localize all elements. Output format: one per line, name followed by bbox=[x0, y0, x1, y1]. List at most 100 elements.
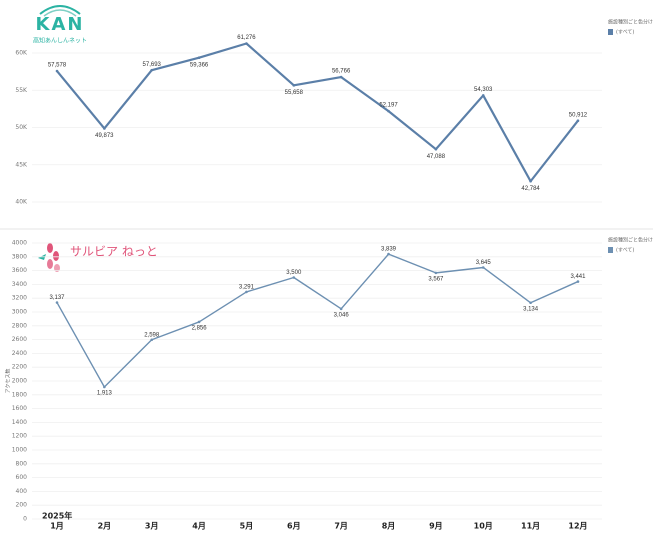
data-label: 3,441 bbox=[570, 274, 586, 280]
point bbox=[339, 307, 343, 311]
x-tick-label: 5月 bbox=[240, 522, 254, 531]
legend-item: (すべて) bbox=[616, 248, 634, 254]
legend-swatch bbox=[608, 29, 613, 35]
y-tick-label: 2000 bbox=[12, 378, 27, 385]
data-label: 3,645 bbox=[476, 260, 492, 266]
y-tick-label: 1000 bbox=[12, 447, 27, 454]
y-tick-label: 1600 bbox=[12, 405, 27, 412]
point bbox=[339, 75, 343, 79]
data-label: 3,839 bbox=[381, 247, 397, 253]
x-tick-label: 2月 bbox=[98, 522, 112, 531]
y-tick-label: 3200 bbox=[12, 295, 27, 302]
x-tick-label: 3月 bbox=[145, 522, 159, 531]
x-tick-label: 10月 bbox=[474, 522, 493, 531]
data-label: 47,088 bbox=[427, 154, 446, 160]
y-tick-label: 1200 bbox=[12, 433, 27, 440]
point bbox=[387, 109, 390, 113]
point bbox=[529, 301, 532, 305]
point bbox=[150, 68, 154, 72]
y-tick-label: 3800 bbox=[12, 253, 27, 260]
data-label: 49,873 bbox=[95, 133, 114, 139]
y-tick-label: 800 bbox=[16, 460, 28, 467]
legend-title: 施設種別ごと色分け bbox=[608, 237, 653, 244]
y-tick-label: 3600 bbox=[12, 267, 27, 274]
x-tick-label: 11月 bbox=[521, 522, 540, 531]
y-tick-label: 2400 bbox=[12, 350, 27, 357]
point bbox=[434, 271, 438, 275]
data-label: 3,134 bbox=[523, 306, 539, 312]
data-label: 50,912 bbox=[569, 112, 588, 118]
y-tick-label: 600 bbox=[16, 474, 28, 481]
y-tick-label: 200 bbox=[16, 502, 28, 509]
x-tick-label: 4月 bbox=[192, 522, 206, 531]
point bbox=[197, 56, 201, 60]
point bbox=[434, 147, 438, 151]
point bbox=[292, 276, 296, 279]
x-tick-label: 6月 bbox=[287, 522, 301, 531]
logo-subtitle: 高知あんしんネット bbox=[33, 37, 87, 45]
point bbox=[481, 94, 485, 97]
x-tick-label: 1月 bbox=[50, 522, 64, 531]
point bbox=[481, 266, 485, 269]
y-tick-label: 3000 bbox=[12, 309, 27, 316]
y-tick-label: 400 bbox=[16, 488, 28, 495]
data-label: 3,291 bbox=[239, 284, 255, 290]
y-tick-label: 40K bbox=[15, 199, 28, 206]
x-tick-label: 8月 bbox=[382, 522, 396, 531]
data-label: 3,137 bbox=[49, 295, 65, 301]
point bbox=[529, 179, 532, 183]
data-label: 57,578 bbox=[48, 63, 67, 69]
y-tick-label: 2200 bbox=[12, 364, 27, 371]
x-tick-label: 7月 bbox=[334, 522, 348, 531]
data-label: 55,658 bbox=[285, 90, 304, 96]
data-label: 3,046 bbox=[334, 312, 350, 318]
data-label: 2,598 bbox=[144, 332, 160, 338]
y-tick-label: 60K bbox=[15, 50, 28, 57]
y-tick-label: 2800 bbox=[12, 322, 27, 329]
point bbox=[55, 69, 59, 73]
point bbox=[387, 252, 390, 256]
y-tick-label: 4000 bbox=[12, 240, 27, 247]
data-label: 61,276 bbox=[237, 35, 256, 41]
data-label: 3,567 bbox=[428, 276, 444, 282]
data-label: 1,913 bbox=[97, 391, 113, 397]
point bbox=[245, 42, 248, 45]
y-tick-label: 1800 bbox=[12, 391, 27, 398]
point bbox=[55, 301, 59, 304]
point bbox=[576, 280, 580, 283]
legend-swatch bbox=[608, 247, 613, 253]
point bbox=[150, 338, 154, 342]
point bbox=[103, 385, 106, 389]
data-label: 3,500 bbox=[286, 270, 302, 276]
x-header: 2025年 bbox=[42, 511, 72, 521]
line bbox=[56, 253, 579, 388]
point bbox=[292, 84, 296, 87]
logo: KAN bbox=[36, 14, 85, 35]
legend-title: 施設種別ごと色分け bbox=[608, 19, 653, 26]
data-label: 52,197 bbox=[379, 103, 398, 109]
y-tick-label: 0 bbox=[23, 516, 27, 523]
data-label: 57,693 bbox=[143, 62, 162, 68]
y-tick-label: 55K bbox=[15, 87, 28, 94]
data-label: 54,303 bbox=[474, 87, 493, 93]
y-axis-label: アクセス数 bbox=[5, 369, 12, 394]
logo-arc bbox=[39, 5, 81, 15]
point bbox=[103, 127, 106, 130]
data-label: 59,366 bbox=[190, 62, 209, 68]
point bbox=[576, 119, 580, 123]
point bbox=[197, 320, 201, 324]
legend-item: (すべて) bbox=[616, 30, 634, 36]
y-tick-label: 3400 bbox=[12, 281, 27, 288]
y-tick-label: 2600 bbox=[12, 336, 27, 343]
line bbox=[56, 42, 579, 183]
data-label: 56,766 bbox=[332, 69, 351, 75]
y-tick-label: 45K bbox=[15, 161, 28, 168]
y-tick-label: 1400 bbox=[12, 419, 27, 426]
logo-arc bbox=[43, 9, 77, 17]
x-tick-label: 12月 bbox=[568, 522, 587, 531]
data-label: 2,856 bbox=[192, 326, 208, 332]
data-label: 42,784 bbox=[521, 186, 540, 192]
y-tick-label: 50K bbox=[15, 124, 28, 131]
